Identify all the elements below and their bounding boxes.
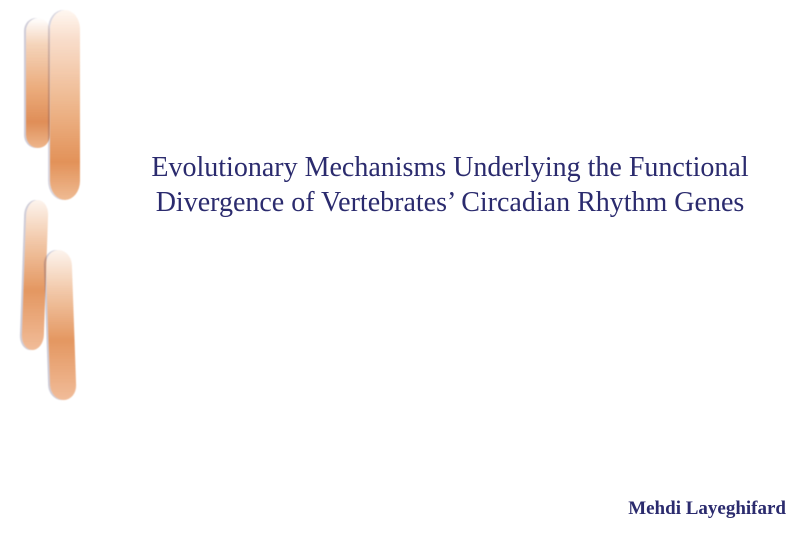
- slide-title: Evolutionary Mechanisms Underlying the F…: [120, 150, 780, 220]
- left-decoration: [20, 0, 90, 420]
- decoration-bar: [50, 10, 80, 200]
- author-name: Mehdi Layeghifard: [628, 498, 786, 520]
- author-block: Mehdi Layeghifard: [628, 498, 786, 520]
- decoration-bar: [26, 18, 50, 148]
- title-block: Evolutionary Mechanisms Underlying the F…: [120, 150, 780, 220]
- decoration-bar: [45, 250, 76, 400]
- decoration-bar: [21, 200, 48, 350]
